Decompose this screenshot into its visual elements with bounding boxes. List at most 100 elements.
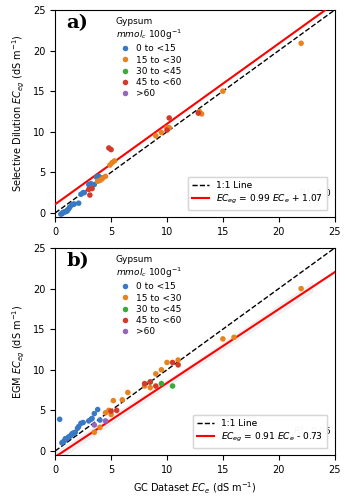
Point	[175, 361, 181, 369]
Text: b): b)	[66, 252, 89, 270]
Point	[170, 382, 175, 390]
Point	[175, 356, 181, 364]
Point	[57, 416, 62, 424]
Point	[64, 207, 70, 215]
Point	[97, 176, 103, 184]
Point	[220, 87, 226, 95]
Point	[199, 110, 204, 118]
Point	[108, 407, 114, 415]
Point	[94, 173, 99, 181]
Point	[60, 438, 66, 446]
Point	[153, 382, 159, 390]
Point	[109, 158, 115, 166]
Point	[86, 417, 91, 425]
Point	[170, 358, 175, 366]
Point	[61, 437, 67, 445]
Point	[58, 210, 63, 218]
Point	[125, 388, 131, 396]
Point	[63, 208, 69, 216]
Point	[62, 208, 68, 216]
Point	[81, 188, 87, 196]
Point	[68, 432, 73, 440]
Point	[114, 406, 119, 414]
Point	[88, 416, 94, 424]
Point	[67, 432, 72, 440]
Point	[66, 433, 71, 441]
Point	[159, 380, 164, 388]
Point	[97, 416, 103, 424]
Point	[231, 334, 237, 342]
Point	[99, 175, 105, 183]
Point	[196, 109, 201, 117]
Point	[108, 410, 114, 418]
Point	[197, 108, 202, 116]
Point	[103, 417, 108, 425]
Point	[159, 128, 164, 136]
Point	[87, 182, 92, 190]
Point	[166, 114, 172, 122]
Point	[80, 188, 86, 196]
Point	[60, 208, 66, 216]
Point	[96, 172, 101, 180]
Point	[80, 418, 86, 426]
Point	[142, 382, 147, 390]
Point	[69, 430, 75, 438]
Point	[61, 208, 67, 216]
Point	[153, 370, 159, 378]
Y-axis label: EGM $EC_{eg}$ (dS m$^{-1}$): EGM $EC_{eg}$ (dS m$^{-1}$)	[11, 304, 27, 398]
Point	[78, 420, 84, 428]
Point	[67, 203, 72, 211]
Point	[147, 378, 153, 386]
Point	[164, 124, 170, 132]
Point	[91, 428, 97, 436]
Point	[76, 199, 81, 207]
Y-axis label: Selective Dilution $EC_{eg}$ (dS m$^{-1}$): Selective Dilution $EC_{eg}$ (dS m$^{-1}…	[11, 34, 27, 192]
Point	[97, 424, 103, 432]
Point	[103, 172, 108, 180]
Point	[164, 126, 170, 134]
Text: $R^2$: 0.95: $R^2$: 0.95	[294, 425, 332, 438]
Point	[91, 421, 97, 429]
Point	[71, 200, 77, 208]
Point	[69, 201, 75, 209]
Point	[76, 422, 81, 430]
Point	[298, 40, 304, 48]
Point	[87, 191, 92, 199]
Point	[66, 205, 71, 213]
Point	[159, 366, 164, 374]
Point	[166, 124, 172, 132]
Point	[65, 434, 70, 442]
Point	[112, 157, 117, 165]
Point	[153, 132, 159, 140]
Point	[62, 435, 68, 443]
Point	[107, 161, 113, 169]
Legend: 1:1 Line, $EC_{eg}$ = 0.91 $EC_{e}$ - 0.73: 1:1 Line, $EC_{eg}$ = 0.91 $EC_{e}$ - 0.…	[193, 414, 327, 448]
Point	[91, 410, 97, 418]
Point	[147, 378, 153, 386]
Point	[65, 206, 70, 214]
Point	[89, 414, 95, 422]
Point	[298, 284, 304, 292]
Point	[70, 200, 76, 208]
Point	[147, 384, 153, 392]
X-axis label: GC Dataset $EC_{e}$ (dS m$^{-1}$): GC Dataset $EC_{e}$ (dS m$^{-1}$)	[133, 480, 257, 496]
Point	[86, 180, 91, 188]
Point	[108, 146, 114, 154]
Point	[95, 178, 100, 186]
Point	[110, 396, 116, 404]
Point	[86, 186, 91, 194]
Text: a): a)	[66, 14, 88, 32]
Point	[106, 144, 112, 152]
Point	[63, 435, 69, 443]
Point	[164, 358, 170, 366]
Point	[88, 180, 94, 188]
Point	[60, 209, 65, 217]
Point	[95, 406, 100, 413]
Point	[72, 428, 78, 436]
Point	[119, 396, 125, 404]
Point	[103, 409, 108, 417]
Point	[142, 380, 147, 388]
Point	[75, 424, 80, 432]
Point	[59, 210, 65, 218]
Point	[220, 335, 226, 343]
